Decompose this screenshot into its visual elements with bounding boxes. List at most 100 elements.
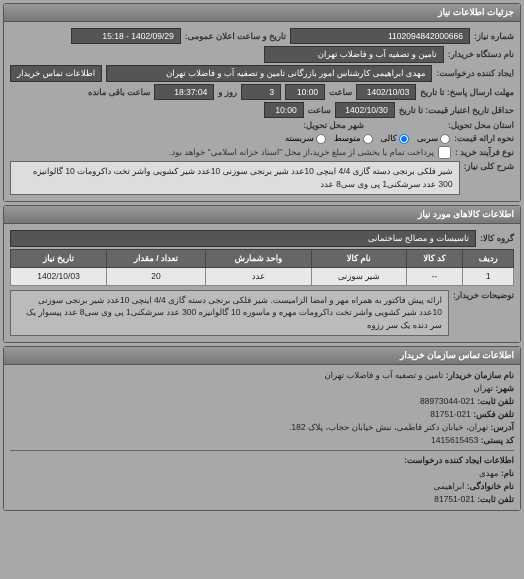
td-5: 1402/10/03 bbox=[11, 267, 107, 285]
radio-opt-1[interactable]: کالی bbox=[381, 133, 409, 144]
radio-label-2: متوسط bbox=[334, 133, 361, 144]
family-value: ابراهیمی bbox=[434, 481, 465, 491]
contact-section: اطلاعات تماس سازمان خریدار نام سازمان خر… bbox=[3, 346, 521, 511]
td-4: 20 bbox=[107, 267, 206, 285]
radio-input-2[interactable] bbox=[363, 134, 373, 144]
th-1: کد کالا bbox=[406, 249, 463, 267]
th-0: ردیف bbox=[463, 249, 514, 267]
group-value: تاسیسات و مصالح ساختمانی bbox=[10, 230, 476, 247]
row-creator: ایجاد کننده درخواست: مهدی ابراهیمی کارشن… bbox=[10, 65, 514, 82]
th-5: تاریخ نیاز bbox=[11, 249, 107, 267]
quote-radio-group: سربی کالی متوسط سربسته bbox=[285, 133, 450, 144]
hours-remain: 18:37:04 bbox=[154, 84, 214, 100]
radio-opt-0[interactable]: سربی bbox=[417, 133, 450, 144]
section1-header: جزئیات اطلاعات نیاز bbox=[4, 4, 520, 22]
table-header-row: ردیف کد کالا نام کالا واحد شمارش تعداد /… bbox=[11, 249, 514, 267]
city-value: تهران bbox=[473, 383, 493, 393]
creator-value: مهدی ابراهیمی کارشناس امور بازرگانی تامی… bbox=[106, 65, 432, 82]
row-delivery: حداقل تاریخ اعتبار قیمت: تا تاریخ 1402/1… bbox=[10, 102, 514, 118]
tel-value: 021-81751 bbox=[434, 494, 475, 504]
name-value: مهدی bbox=[479, 468, 499, 478]
time-label-1: ساعت bbox=[329, 87, 352, 98]
name-line: نام: مهدی bbox=[10, 467, 514, 480]
quote-label: نحوه ارائه قیمت: bbox=[454, 133, 514, 144]
desc-label: شرح کلی نیاز: bbox=[464, 161, 514, 172]
note-label: توضیحات خریدار: bbox=[453, 290, 514, 301]
radio-input-1[interactable] bbox=[399, 134, 409, 144]
deadline-label: مهلت ارسال پاسخ: تا تاریخ bbox=[420, 87, 514, 98]
contact-info-btn[interactable]: اطلاعات تماس خریدار bbox=[10, 65, 102, 82]
fax-value: 021-81751 bbox=[430, 409, 471, 419]
section1-body: شماره نیاز: 1102094842000666 تاریخ و ساع… bbox=[4, 22, 520, 201]
address-value: تهران، خیابان دکتر فاطمی، نبش خیابان حجا… bbox=[289, 422, 488, 432]
fax-line: تلفن فکس: 021-81751 bbox=[10, 408, 514, 421]
process-checkbox[interactable] bbox=[438, 146, 451, 159]
row-process: نوع فرآیند خرید : پرداخت تمام یا بخشی از… bbox=[10, 146, 514, 159]
name-label: نام: bbox=[501, 468, 514, 478]
buyer-label: نام دستگاه خریدار: bbox=[448, 49, 514, 60]
deadline-time: 10:00 bbox=[285, 84, 325, 100]
buyer-value: تامین و تصفیه آب و فاضلاب تهران bbox=[264, 46, 444, 63]
th-4: تعداد / مقدار bbox=[107, 249, 206, 267]
city-label: شهر محل تحویل: bbox=[303, 120, 364, 131]
row-request-no: شماره نیاز: 1102094842000666 تاریخ و ساع… bbox=[10, 28, 514, 44]
radio-label-0: سربی bbox=[417, 133, 438, 144]
announce-date-value: 1402/09/29 - 15:18 bbox=[71, 28, 181, 44]
group-label: گروه کالا: bbox=[480, 233, 514, 244]
row-desc: شرح کلی نیاز: شیر فلکی برنجی دسته گازی 4… bbox=[10, 161, 514, 195]
row-group: گروه کالا: تاسیسات و مصالح ساختمانی bbox=[10, 230, 514, 247]
radio-input-0[interactable] bbox=[440, 134, 450, 144]
td-1: -- bbox=[406, 267, 463, 285]
process-note: پرداخت تمام یا بخشی از مبلغ خرید،از محل … bbox=[169, 147, 434, 158]
request-no-value: 1102094842000666 bbox=[290, 28, 470, 44]
tel-label: تلفن ثابت: bbox=[477, 494, 514, 504]
th-3: واحد شمارش bbox=[205, 249, 311, 267]
deadline-date: 1402/10/03 bbox=[356, 84, 416, 100]
announce-label: تاریخ و ساعت اعلان عمومی: bbox=[185, 31, 286, 42]
hours-remain-label: ساعت باقی مانده bbox=[88, 87, 150, 98]
note-text: ارائه پیش فاکتور به همراه مهر و امضا الز… bbox=[10, 290, 449, 336]
delivery-time: 10:00 bbox=[264, 102, 304, 118]
org-line: نام سازمان خریدار: تامین و تصفیه آب و فا… bbox=[10, 369, 514, 382]
section3-header: اطلاعات تماس سازمان خریدار bbox=[4, 347, 520, 365]
delivery-label: حداقل تاریخ اعتبار قیمت: تا تاریخ bbox=[399, 105, 514, 116]
section3-body: نام سازمان خریدار: تامین و تصفیه آب و فا… bbox=[4, 365, 520, 510]
row-deadline: مهلت ارسال پاسخ: تا تاریخ 1402/10/03 ساع… bbox=[10, 84, 514, 100]
th-2: نام کالا bbox=[311, 249, 406, 267]
need-details-section: جزئیات اطلاعات نیاز شماره نیاز: 11020948… bbox=[3, 3, 521, 202]
city-line: شهر: تهران bbox=[10, 382, 514, 395]
radio-opt-3[interactable]: سربسته bbox=[285, 133, 326, 144]
creator-label: ایجاد کننده درخواست: bbox=[436, 68, 514, 79]
td-0: 1 bbox=[463, 267, 514, 285]
phone-line: تلفن ثابت: 021-88973044 bbox=[10, 395, 514, 408]
td-3: عدد bbox=[205, 267, 311, 285]
postal-value: 1415615453 bbox=[431, 435, 478, 445]
process-label: نوع فرآیند خرید : bbox=[455, 147, 514, 158]
org-label: نام سازمان خریدار: bbox=[446, 370, 514, 380]
goods-table: ردیف کد کالا نام کالا واحد شمارش تعداد /… bbox=[10, 249, 514, 286]
row-location: استان محل تحویل: شهر محل تحویل: bbox=[10, 120, 514, 131]
table-row: 1 -- شیر سوزنی عدد 20 1402/10/03 bbox=[11, 267, 514, 285]
row-quote: نحوه ارائه قیمت: سربی کالی متوسط سربسته bbox=[10, 133, 514, 144]
address-line: آدرس: تهران، خیابان دکتر فاطمی، نبش خیاب… bbox=[10, 421, 514, 434]
radio-label-3: سربسته bbox=[285, 133, 314, 144]
phone-label: تلفن ثابت: bbox=[477, 396, 514, 406]
desc-text: شیر فلکی برنجی دسته گازی 4/4 اینچی 10عدد… bbox=[10, 161, 460, 195]
radio-input-3[interactable] bbox=[316, 134, 326, 144]
row-buyer: نام دستگاه خریدار: تامین و تصفیه آب و فا… bbox=[10, 46, 514, 63]
time-label-2: ساعت bbox=[308, 105, 331, 116]
family-label: نام خانوادگی: bbox=[467, 481, 514, 491]
location-label: استان محل تحویل: bbox=[448, 120, 514, 131]
city-label2: شهر: bbox=[495, 383, 514, 393]
radio-opt-2[interactable]: متوسط bbox=[334, 133, 373, 144]
postal-line: کد پستی: 1415615453 bbox=[10, 434, 514, 447]
separator bbox=[10, 450, 514, 451]
section2-body: گروه کالا: تاسیسات و مصالح ساختمانی ردیف… bbox=[4, 224, 520, 342]
postal-label: کد پستی: bbox=[481, 435, 514, 445]
days-label: روز و bbox=[218, 87, 237, 98]
days-remain: 3 bbox=[241, 84, 281, 100]
td-2: شیر سوزنی bbox=[311, 267, 406, 285]
phone-value: 021-88973044 bbox=[420, 396, 475, 406]
request-no-label: شماره نیاز: bbox=[474, 31, 514, 42]
tel-line: تلفن ثابت: 021-81751 bbox=[10, 493, 514, 506]
